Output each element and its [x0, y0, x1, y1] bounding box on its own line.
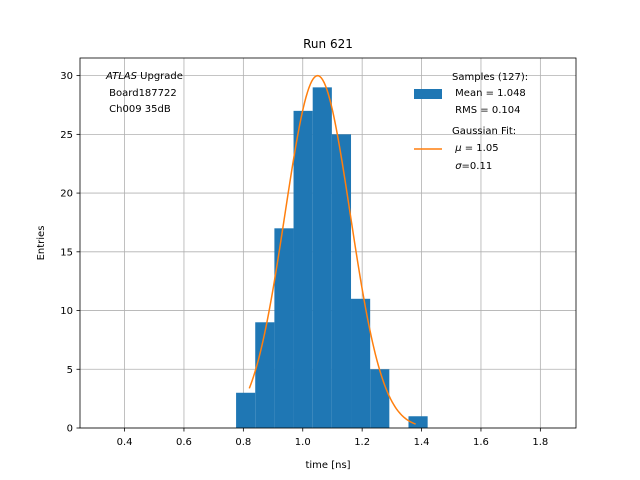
legend: Samples (127): Mean = 1.048 RMS = 0.104 … [414, 72, 528, 172]
y-tick-label: 5 [67, 365, 73, 376]
legend-mu-symbol: μ [454, 143, 461, 154]
histogram-bar [236, 392, 256, 428]
x-tick-label: 0.6 [176, 437, 192, 448]
x-tick-label: 1.2 [354, 437, 370, 448]
histogram-bar [312, 87, 332, 428]
legend-mu-value: = 1.05 [462, 143, 499, 154]
y-tick-label: 20 [60, 189, 73, 200]
x-tick-label: 1.4 [414, 437, 430, 448]
x-tick-label: 1.8 [532, 437, 548, 448]
x-tick-label: 1.6 [473, 437, 489, 448]
histogram-bar [331, 134, 352, 428]
annotation-line-1: ATLAS Upgrade [105, 71, 183, 82]
annotation-line-2: Board187722 [106, 88, 177, 99]
x-axis-label: time [ns] [305, 460, 350, 471]
annotation-box: ATLAS Upgrade Board187722 Ch009 35dB [105, 71, 183, 115]
y-tick-label: 30 [60, 71, 73, 82]
gaussian-fit-curve [248, 74, 416, 425]
annotation-upgrade: Upgrade [137, 71, 183, 82]
y-tick-label: 25 [60, 130, 73, 141]
chart-title: Run 621 [303, 37, 353, 51]
legend-fit-line-2: μ = 1.05 [452, 143, 499, 154]
histogram-bar [408, 416, 428, 428]
y-axis-ticks: 0 5 10 15 20 25 30 [60, 71, 80, 435]
x-axis-ticks: 0.4 0.6 0.8 1.0 1.2 1.4 1.6 1.8 [117, 428, 548, 448]
histogram-bar [351, 298, 371, 428]
legend-fit-line-1: Gaussian Fit: [452, 126, 516, 137]
y-tick-label: 0 [67, 424, 73, 435]
plot-frame [79, 57, 577, 429]
annotation-atlas: ATLAS [105, 71, 138, 82]
histogram-bar [274, 228, 294, 428]
x-tick-label: 0.4 [117, 437, 133, 448]
x-tick-label: 1.0 [295, 437, 311, 448]
histogram-bar [255, 322, 275, 428]
legend-sigma-value: =0.11 [462, 161, 493, 172]
x-tick-label: 0.8 [235, 437, 251, 448]
y-tick-label: 15 [60, 247, 73, 258]
gaussian-fit [248, 74, 416, 425]
annotation-line-3: Ch009 35dB [106, 104, 171, 115]
legend-fit-line-3: σ=0.11 [452, 161, 492, 172]
legend-samples-line-3: RMS = 0.104 [452, 105, 520, 116]
legend-sigma-symbol: σ [455, 161, 462, 172]
y-axis-label: Entries [36, 226, 47, 261]
histogram-bar [293, 110, 313, 428]
legend-samples-line-1: Samples (127): [452, 72, 528, 83]
y-tick-label: 10 [60, 306, 73, 317]
legend-histogram-swatch [414, 89, 442, 99]
legend-samples-line-2: Mean = 1.048 [452, 88, 526, 99]
histogram-bar [370, 369, 390, 428]
